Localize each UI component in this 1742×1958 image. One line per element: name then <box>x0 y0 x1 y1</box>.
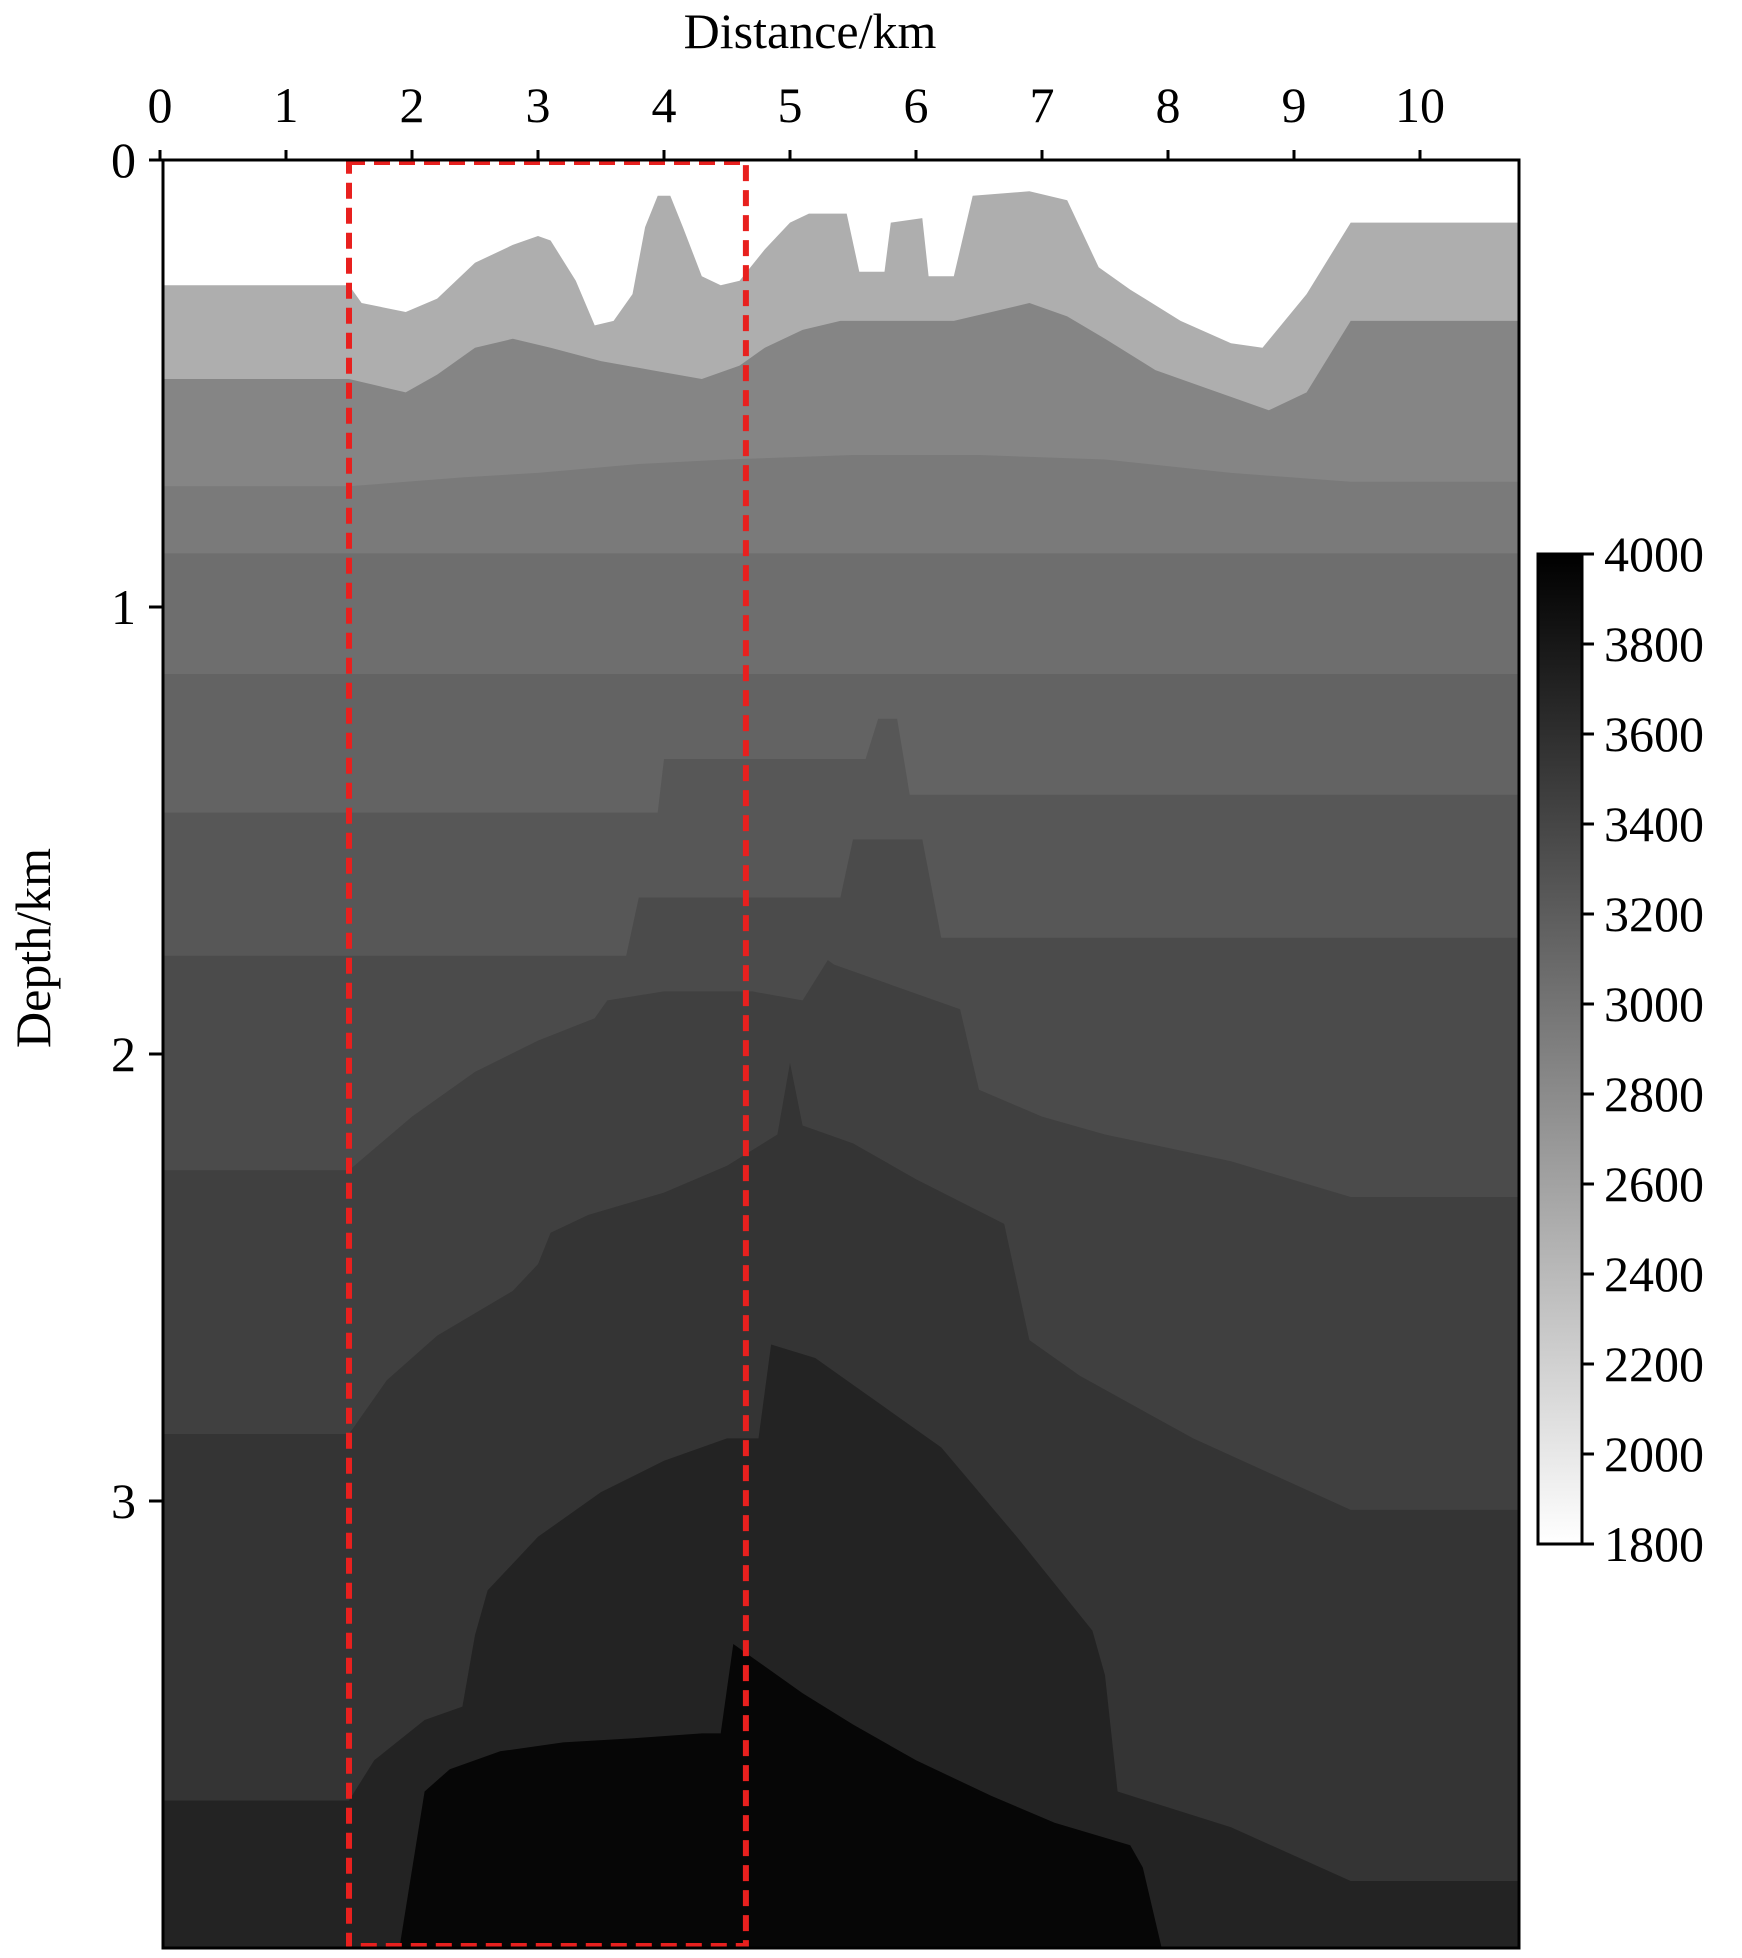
colorbar: 1800 2000 2200 2400 2600 2800 3000 3200 3400 3600… <box>1536 526 1704 1572</box>
x-tick-label: 10 <box>1395 77 1445 133</box>
x-tick-label: 5 <box>778 77 803 133</box>
y-tick-label: 3 <box>111 1473 136 1529</box>
y-tick-label: 0 <box>111 132 136 188</box>
colorbar-tick-label: 2600 <box>1604 1156 1704 1212</box>
x-tick-label: 3 <box>526 77 551 133</box>
y-tick-label: 2 <box>111 1026 136 1082</box>
velocity-layer-11 <box>399 1644 1162 1948</box>
colorbar-ticks: 1800 2000 2200 2400 2600 2800 3000 3200 3400 3600… <box>1582 526 1704 1572</box>
colorbar-tick-label: 3600 <box>1604 706 1704 762</box>
x-tick-label: 4 <box>652 77 677 133</box>
colorbar-tick-label: 1800 <box>1604 1516 1704 1572</box>
y-tick-label: 1 <box>111 579 136 635</box>
colorbar-tick-label: 2200 <box>1604 1336 1704 1392</box>
colorbar-tick-label: 2800 <box>1604 1066 1704 1122</box>
highlight-box <box>346 159 749 1949</box>
colorbar-gradient <box>1536 552 1584 1546</box>
x-tick-label: 1 <box>274 77 299 133</box>
colorbar-tick-label: 3800 <box>1604 616 1704 672</box>
x-tick-label: 6 <box>904 77 929 133</box>
y-axis: 0 1 2 3 <box>111 132 163 1529</box>
colorbar-tick-label: 3000 <box>1604 976 1704 1032</box>
colorbar-tick-label: 3400 <box>1604 796 1704 852</box>
colorbar-tick-label: 2000 <box>1604 1426 1704 1482</box>
colorbar-tick-label: 3200 <box>1604 886 1704 942</box>
x-tick-label: 8 <box>1156 77 1181 133</box>
x-axis: 0 1 2 3 4 5 6 7 8 9 10 <box>148 77 1445 160</box>
x-tick-label: 0 <box>148 77 173 133</box>
colorbar-tick-label: 4000 <box>1604 526 1704 582</box>
y-axis-label: Depth/km <box>5 848 61 1048</box>
x-tick-label: 7 <box>1030 77 1055 133</box>
velocity-layers <box>163 160 1519 1948</box>
x-axis-label: Distance/km <box>684 3 937 59</box>
x-tick-label: 9 <box>1282 77 1307 133</box>
x-tick-label: 2 <box>400 77 425 133</box>
colorbar-tick-label: 2400 <box>1604 1246 1704 1302</box>
